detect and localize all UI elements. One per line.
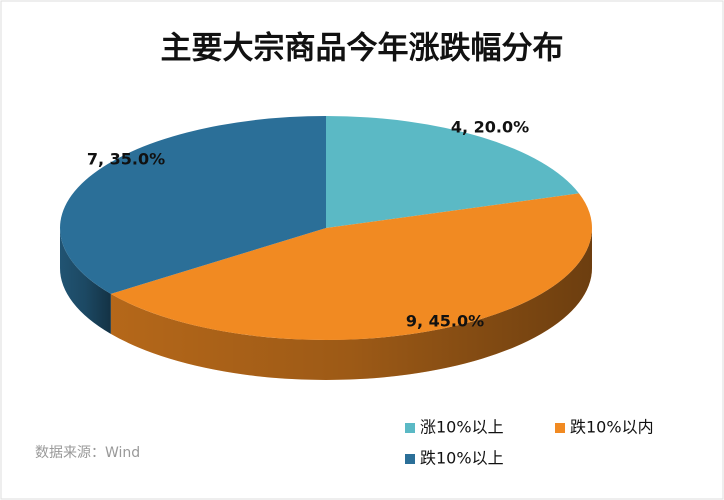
- data-label: 7, 35.0%: [87, 150, 165, 169]
- legend-label: 涨10%以上: [420, 418, 504, 437]
- pie-slice: [326, 116, 579, 228]
- legend-label: 跌10%以上: [420, 449, 504, 468]
- data-label: 9, 45.0%: [406, 312, 484, 331]
- chart-title: 主要大宗商品今年涨跌幅分布: [161, 31, 564, 67]
- source-note: 数据来源：Wind: [35, 445, 140, 461]
- pie-slice: [60, 116, 326, 294]
- legend-swatch: [555, 423, 565, 433]
- legend-swatch: [405, 423, 415, 433]
- data-label: 4, 20.0%: [451, 118, 529, 137]
- pie-slice: [110, 193, 592, 340]
- pie-side-shade: [59, 228, 111, 334]
- pie-side-shade: [110, 228, 592, 381]
- legend-swatch: [405, 454, 415, 464]
- legend-label: 跌10%以内: [570, 418, 654, 437]
